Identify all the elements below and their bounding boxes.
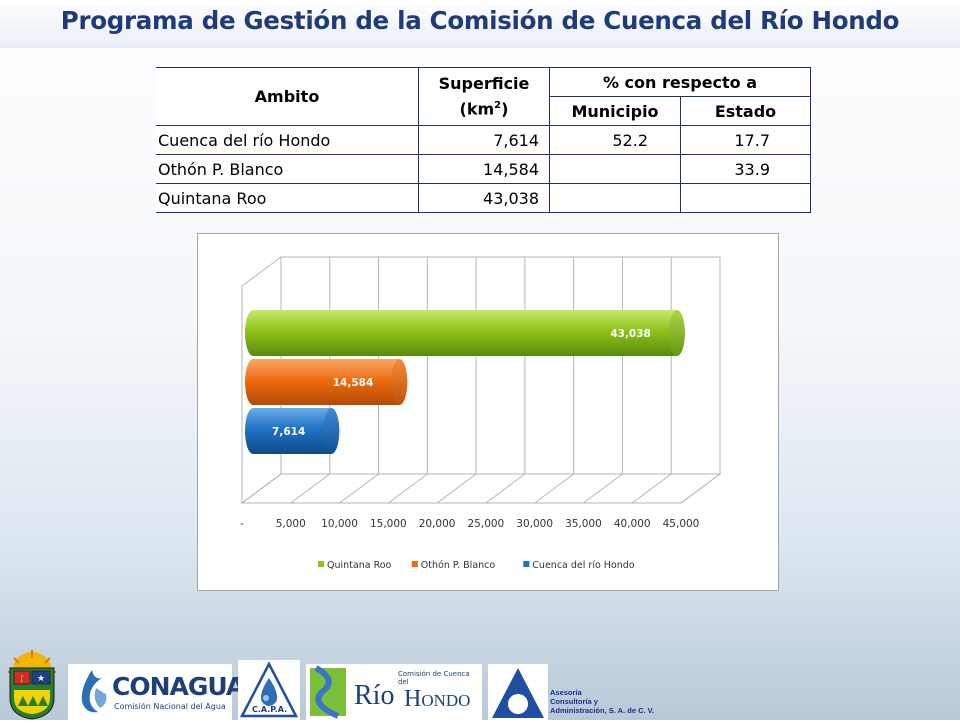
bar-data-label: 43,038 [610, 328, 651, 340]
x-tick-label: 30,000 [516, 518, 553, 530]
gridline-floor [339, 473, 379, 504]
conagua-name: CONAGUA [112, 672, 245, 701]
chart-legend: Quintana Roo Othón P. Blanco Cuenca del rí… [318, 560, 635, 571]
gridline-floor [436, 473, 477, 504]
row-estado [680, 183, 811, 213]
header-superficie: Superficie (km2) [418, 67, 550, 126]
capa-drop-icon [239, 661, 299, 718]
legend-label: Othón P. Blanco [421, 560, 496, 571]
header-ambito: Ambito [156, 67, 419, 126]
x-tick-label: 25,000 [468, 518, 505, 530]
conagua-subtitle: Comisión Nacional del Agua [114, 702, 226, 711]
quintana-roo-shield-logo: ★ ʃ [2, 650, 62, 720]
title-band [0, 0, 960, 48]
table-row: Cuenca del río Hondo 7,614 52.2 17.7 [156, 125, 811, 155]
bar-chart: 43,038 14,584 7,614 - 5,000 10,000 15,000 20,0… [197, 233, 779, 591]
row-ambito: Cuenca del río Hondo [156, 125, 419, 155]
gridline-floor [290, 473, 331, 504]
comision-small-text: Comisión de Cuenca del [398, 670, 470, 686]
x-tick-label: - [240, 518, 244, 530]
legend-swatch [523, 561, 530, 567]
gridline-floor [388, 473, 428, 504]
bar-cap [668, 310, 685, 356]
row-municipio [549, 183, 681, 213]
surface-table: Ambito Superficie (km2) % con respecto a… [156, 67, 811, 213]
header-superficie-unit: (km [459, 99, 495, 119]
asesoria-line3: Administración, S. A. de C. V. [550, 706, 655, 715]
rio-text: Río [354, 680, 395, 711]
bar-data-label: 7,614 [272, 426, 305, 438]
row-ambito: Othón P. Blanco [156, 154, 419, 184]
bar-body [245, 359, 408, 405]
conagua-logo: CONAGUA Comisión Nacional del Agua [68, 664, 245, 720]
capa-name: C.A.P.A. [252, 705, 288, 714]
gridline-floor [583, 473, 623, 504]
x-tick-label: 35,000 [565, 518, 602, 530]
gridline-floor [485, 473, 526, 504]
header-superficie-close: ) [501, 99, 509, 119]
x-tick-label: 45,000 [663, 518, 700, 530]
page-title: Programa de Gestión de la Comisión de Cu… [60, 6, 900, 35]
rio-hondo-logo: Comisión de Cuenca del Río Hondo [306, 664, 482, 720]
header-municipio: Municipio [549, 96, 681, 126]
x-tick-label: 5,000 [276, 518, 306, 530]
logo-row: ★ ʃ CONAGUA Comisión Nacional del Agua C… [0, 650, 960, 720]
row-municipio [549, 154, 681, 184]
bar-data-label: 14,584 [333, 377, 374, 389]
row-ambito: Quintana Roo [156, 183, 419, 213]
bar-body [245, 408, 340, 454]
svg-text:★: ★ [37, 674, 45, 684]
gridline-floor [631, 473, 672, 504]
asesoria-line2: Consultoría y [550, 697, 598, 706]
chart-floor [240, 473, 722, 504]
row-superficie: 43,038 [418, 183, 550, 213]
bar-body [245, 310, 685, 356]
header-estado: Estado [680, 96, 811, 126]
bar-chart-svg: 43,038 14,584 7,614 - 5,000 10,000 15,000 20,0… [240, 256, 722, 571]
shield-icon: ★ ʃ [8, 650, 56, 720]
legend-swatch [411, 561, 418, 567]
legend-label: Cuenca del río Hondo [532, 560, 635, 571]
row-municipio: 52.2 [549, 125, 681, 155]
chart-x-ticks: - 5,000 10,000 15,000 20,000 25,000 30,000 35,0… [240, 518, 699, 530]
x-tick-label: 20,000 [419, 518, 456, 530]
table-header-row: Ambito Superficie (km2) % con respecto a [156, 67, 811, 126]
bar-cap [323, 408, 340, 454]
gridline-floor [241, 473, 282, 504]
river-icon [310, 665, 346, 719]
row-superficie: 7,614 [418, 125, 550, 155]
row-estado: 33.9 [680, 154, 811, 184]
header-porcentaje: % con respecto a [549, 67, 811, 97]
table-row: Quintana Roo 43,038 [156, 183, 811, 213]
hondo-text: Hondo [404, 686, 471, 712]
asesoria-triangle-icon [492, 668, 544, 718]
bar-cap [391, 359, 408, 405]
bar-oth-n-p-blanco: 14,584 [245, 359, 408, 405]
water-drop-icon [81, 670, 107, 713]
row-estado: 17.7 [680, 125, 811, 155]
x-tick-label: 40,000 [614, 518, 651, 530]
chart-bars: 43,038 14,584 7,614 [245, 310, 685, 454]
gridline-floor [680, 473, 721, 504]
capa-logo: C.A.P.A. [238, 660, 300, 720]
legend-label: Quintana Roo [327, 560, 392, 571]
asesoria-line1: Asesoría [550, 688, 582, 697]
svg-text:ʃ: ʃ [20, 674, 24, 683]
bar-quintana-roo: 43,038 [245, 310, 685, 356]
asesoria-logo [488, 664, 548, 720]
x-tick-label: 15,000 [370, 518, 407, 530]
gridline-floor [534, 473, 574, 504]
row-superficie: 14,584 [418, 154, 550, 184]
x-tick-label: 10,000 [321, 518, 358, 530]
legend-swatch [318, 561, 324, 567]
table-row: Othón P. Blanco 14,584 33.9 [156, 154, 811, 184]
header-superficie-line1: Superficie [438, 73, 530, 93]
bar-cuenca-del-r-o-hondo: 7,614 [245, 408, 340, 454]
header-superficie-sup: 2 [494, 99, 502, 111]
